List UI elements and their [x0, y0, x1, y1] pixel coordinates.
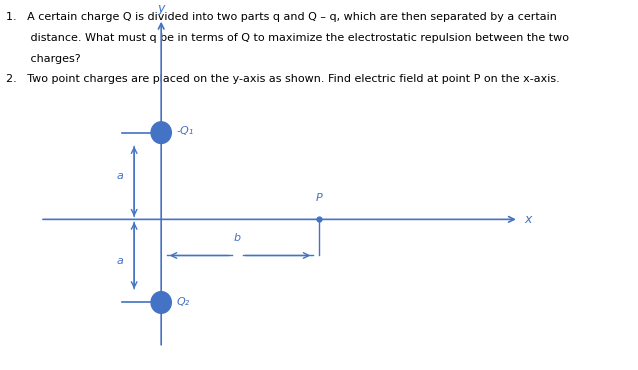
Text: 2.   Two point charges are placed on the y-axis as shown. Find electric field at: 2. Two point charges are placed on the y…: [6, 74, 560, 84]
Ellipse shape: [151, 122, 172, 144]
Text: y: y: [158, 2, 165, 15]
Ellipse shape: [151, 292, 172, 313]
Text: P: P: [315, 193, 322, 203]
Text: 1.   A certain charge Q is divided into two parts q and Q – q, which are then se: 1. A certain charge Q is divided into tw…: [6, 11, 557, 21]
Text: a: a: [117, 256, 124, 266]
Text: b: b: [234, 233, 241, 243]
Text: Q₂: Q₂: [177, 297, 190, 307]
Text: x: x: [524, 213, 531, 226]
Text: charges?: charges?: [6, 54, 81, 64]
Text: -Q₁: -Q₁: [177, 126, 194, 136]
Text: distance. What must q be in terms of Q to maximize the electrostatic repulsion b: distance. What must q be in terms of Q t…: [6, 33, 569, 43]
Text: a: a: [117, 171, 124, 181]
